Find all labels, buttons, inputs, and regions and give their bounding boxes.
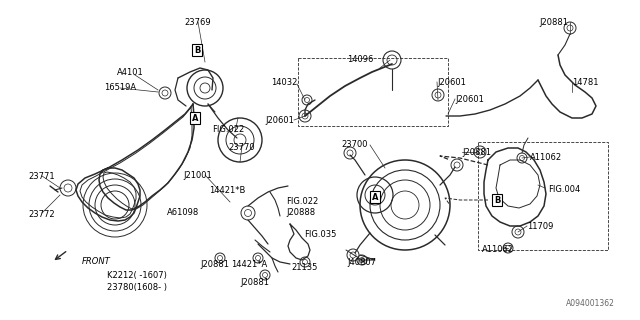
Text: 23700: 23700 <box>342 140 368 149</box>
Text: 16519A: 16519A <box>104 83 136 92</box>
Text: J20601: J20601 <box>455 95 484 104</box>
Text: FIG.035: FIG.035 <box>304 230 336 239</box>
Text: 14032: 14032 <box>271 78 297 87</box>
Text: J20888: J20888 <box>286 208 315 217</box>
Text: 23769: 23769 <box>185 18 211 27</box>
Text: A: A <box>372 193 378 202</box>
Text: 23780(1608- ): 23780(1608- ) <box>107 283 167 292</box>
Text: A094001362: A094001362 <box>566 299 615 308</box>
Text: B: B <box>194 45 200 54</box>
Text: J21001: J21001 <box>184 171 212 180</box>
Text: 11709: 11709 <box>527 222 554 231</box>
Text: FIG.022: FIG.022 <box>212 125 244 134</box>
Text: J20881: J20881 <box>462 148 491 157</box>
Text: A61098: A61098 <box>167 208 199 217</box>
Text: 23771: 23771 <box>29 172 55 181</box>
Text: J20601: J20601 <box>265 116 294 125</box>
Text: A11062: A11062 <box>482 245 514 254</box>
Text: J20881: J20881 <box>241 278 269 287</box>
Text: J40807: J40807 <box>348 258 376 267</box>
Text: FIG.004: FIG.004 <box>548 185 580 194</box>
Text: 14421*B: 14421*B <box>209 186 245 195</box>
Text: A: A <box>192 114 198 123</box>
Text: 21135: 21135 <box>292 263 318 272</box>
Text: FIG.022: FIG.022 <box>286 197 318 206</box>
Text: FRONT: FRONT <box>82 257 111 266</box>
Text: 23770: 23770 <box>228 143 255 152</box>
Text: K2212( -1607): K2212( -1607) <box>107 271 167 280</box>
Text: J20601: J20601 <box>437 78 466 87</box>
Text: A11062: A11062 <box>530 153 562 162</box>
Text: 14096: 14096 <box>347 55 373 64</box>
Text: 14421*A: 14421*A <box>231 260 267 269</box>
Text: B: B <box>494 196 500 204</box>
Text: A4101: A4101 <box>116 68 143 77</box>
Text: J20881: J20881 <box>539 18 568 27</box>
Text: J20881: J20881 <box>200 260 230 269</box>
Text: 14781: 14781 <box>572 78 598 87</box>
Text: 23772: 23772 <box>29 210 55 219</box>
